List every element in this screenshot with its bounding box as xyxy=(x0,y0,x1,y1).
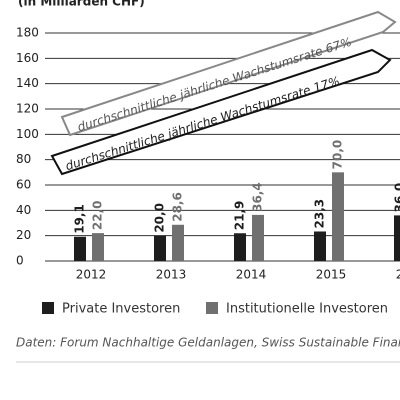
arrow-17 xyxy=(50,48,392,176)
value-label: 23,3 xyxy=(313,199,327,229)
y-tick-label: 120 xyxy=(16,102,39,116)
y-tick-label: 160 xyxy=(16,51,39,65)
x-tick-label: 2013 xyxy=(156,268,187,282)
value-label: 21,9 xyxy=(233,201,247,231)
legend-label: Institutionelle Investoren xyxy=(226,302,388,317)
value-label: 28,6 xyxy=(171,192,185,222)
legend-swatch xyxy=(42,302,54,314)
bar xyxy=(332,172,344,261)
bar xyxy=(154,235,166,261)
y-tick-label: 100 xyxy=(16,127,39,141)
y-tick-label: 40 xyxy=(16,203,31,217)
legend: Private Investoren Institutionelle Invest… xyxy=(42,302,388,317)
source: Daten: Forum Nachhaltige Geldanlagen, Sw… xyxy=(16,336,400,350)
bar xyxy=(234,233,246,261)
y-tick-label: 80 xyxy=(16,152,31,166)
legend-swatch xyxy=(206,302,218,314)
bar xyxy=(172,224,184,261)
bar xyxy=(394,215,400,261)
bar xyxy=(92,233,104,261)
y-tick-label: 140 xyxy=(16,76,39,90)
value-label: 36,0 xyxy=(393,183,400,213)
y-tick-label: 180 xyxy=(16,26,39,40)
y-tick-label: 0 xyxy=(16,254,24,268)
value-label: 36,4 xyxy=(251,182,265,212)
value-label: 22,0 xyxy=(91,201,105,231)
value-label: 19,1 xyxy=(73,204,87,234)
arrow-67 xyxy=(60,10,397,137)
y-tick-label: 60 xyxy=(16,178,31,192)
value-label: 70,0 xyxy=(331,140,345,170)
bar xyxy=(314,231,326,261)
bar xyxy=(252,214,264,261)
chart-subtitle: (in Milliarden CHF) xyxy=(18,0,145,9)
y-tick-label: 20 xyxy=(16,228,31,242)
x-tick-label: 2014 xyxy=(236,268,267,282)
x-tick-label: 2012 xyxy=(76,268,107,282)
x-tick-label: 2015 xyxy=(316,268,347,282)
legend-label: Private Investoren xyxy=(62,302,180,317)
bar xyxy=(74,236,86,261)
value-label: 20,0 xyxy=(153,203,167,233)
x-tick-label: 2016 xyxy=(396,268,400,282)
